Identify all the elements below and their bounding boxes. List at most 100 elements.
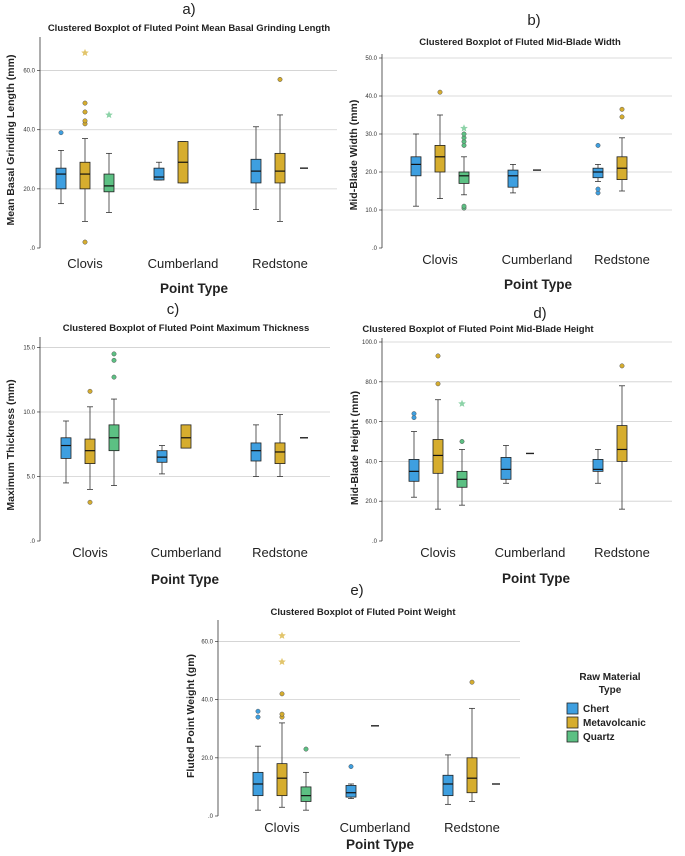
legend-label-chert: Chert <box>583 704 610 715</box>
y-tick-label: 80.0 <box>365 380 377 386</box>
outlier-point-quartz <box>111 351 117 357</box>
box-chert <box>592 459 604 472</box>
legend-label-metavolcanic: Metavolcanic <box>583 718 646 729</box>
box-quartz <box>103 173 115 193</box>
x-category-label: Clovis <box>422 252 458 267</box>
extreme-star-quartz <box>458 399 466 407</box>
panel-d: d) Clustered Boxplot of Fluted Point Mid… <box>349 305 672 586</box>
box-metavolcanic <box>276 763 288 797</box>
box-chert <box>507 169 519 188</box>
panel-b: b) Clustered Boxplot of Fluted Mid-Blade… <box>348 12 672 292</box>
outlier-point-metavolcanic <box>87 388 93 394</box>
box-chert <box>60 437 72 459</box>
legend-swatch-quartz <box>566 730 579 743</box>
x-category-label: Redstone <box>594 252 650 267</box>
box-chert <box>153 167 165 181</box>
legend-title-line1: Raw Material <box>579 672 640 683</box>
panel-b-ylabel: Mid-Blade Width (mm) <box>348 100 360 211</box>
legend-title-line2: Type <box>599 685 622 696</box>
outlier-point-metavolcanic <box>82 109 88 115</box>
outlier-point-chert <box>595 186 601 192</box>
box-chert <box>500 457 512 480</box>
panel-e-ylabel: Fluted Point Weight (gm) <box>185 654 197 778</box>
panel-d-ylabel: Mid-Blade Height (mm) <box>349 391 361 505</box>
outlier-point-metavolcanic <box>435 353 441 359</box>
panel-a-letter: a) <box>182 1 195 18</box>
box-metavolcanic <box>274 442 286 464</box>
extreme-star-metavolcanic <box>81 48 89 57</box>
box-chert <box>592 167 604 179</box>
y-tick-label: .0 <box>372 539 378 545</box>
outlier-point-metavolcanic <box>82 118 88 124</box>
x-category-label: Cumberland <box>151 545 222 560</box>
outlier-point-quartz <box>303 746 309 752</box>
panel-d-plot: .0 20.0 40.0 60.0 80.0 100.0 Clovis Cumberland R… <box>362 338 672 560</box>
box-metavolcanic <box>616 425 628 462</box>
box-metavolcanic <box>180 424 192 449</box>
outlier-point-metavolcanic <box>277 76 283 82</box>
x-category-label: Redstone <box>594 545 650 560</box>
x-category-label: Cumberland <box>495 545 566 560</box>
box-metavolcanic <box>274 152 286 184</box>
x-category-label: Redstone <box>252 256 308 271</box>
outlier-point-metavolcanic <box>619 363 625 369</box>
outlier-point-quartz <box>111 374 117 380</box>
y-tick-label: 5.0 <box>27 474 36 480</box>
y-tick-label: 10.0 <box>365 208 377 214</box>
outlier-point-chert <box>58 130 64 136</box>
panel-a-title: Clustered Boxplot of Fluted Point Mean B… <box>48 23 331 34</box>
outlier-point-metavolcanic <box>437 89 443 95</box>
panel-e-letter: e) <box>350 582 363 599</box>
panel-d-letter: d) <box>533 305 546 322</box>
y-tick-label: 15.0 <box>23 345 35 351</box>
x-category-label: Cumberland <box>502 252 573 267</box>
box-metavolcanic <box>79 161 91 190</box>
y-tick-label: 20.0 <box>365 170 377 176</box>
box-chert <box>156 450 168 463</box>
panel-c-title: Clustered Boxplot of Fluted Point Maximu… <box>63 323 310 334</box>
outlier-point-quartz <box>461 203 467 209</box>
box-metavolcanic <box>84 438 96 464</box>
y-tick-label: 50.0 <box>365 56 377 62</box>
y-tick-label: 30.0 <box>365 132 377 138</box>
panel-c: c) Clustered Boxplot of Fluted Point Max… <box>5 301 330 587</box>
x-category-label: Redstone <box>444 820 500 835</box>
outlier-point-metavolcanic <box>82 100 88 106</box>
panel-d-xlabel: Point Type <box>502 571 570 586</box>
outlier-point-metavolcanic <box>87 499 93 505</box>
y-tick-label: 40.0 <box>365 94 377 100</box>
outlier-point-metavolcanic <box>619 114 625 120</box>
extreme-star-quartz <box>105 110 113 119</box>
y-tick-label: 20.0 <box>23 187 35 193</box>
x-category-label: Clovis <box>264 820 300 835</box>
panel-a-xlabel: Point Type <box>160 281 228 296</box>
panel-e: e) Clustered Boxplot of Fluted Point Wei… <box>185 582 520 852</box>
panel-b-title: Clustered Boxplot of Fluted Mid-Blade Wi… <box>419 37 621 48</box>
extreme-star-quartz <box>460 124 468 132</box>
outlier-point-quartz <box>461 131 467 137</box>
box-chert <box>250 442 262 462</box>
box-quartz <box>300 786 312 802</box>
outlier-point-chert <box>411 411 417 417</box>
panel-d-title: Clustered Boxplot of Fluted Point Mid-Bl… <box>362 324 594 335</box>
outlier-point-chert <box>348 764 354 769</box>
box-chert <box>410 156 422 177</box>
y-tick-label: 60.0 <box>365 420 377 426</box>
x-category-label: Cumberland <box>340 820 411 835</box>
outlier-point-chert <box>255 714 261 720</box>
panel-b-letter: b) <box>527 12 540 29</box>
box-chert <box>55 167 67 190</box>
outlier-point-metavolcanic <box>82 239 88 245</box>
panel-e-title: Clustered Boxplot of Fluted Point Weight <box>270 607 456 618</box>
panel-b-plot: .0 10.0 20.0 30.0 40.0 50.0 Clovis Cumberland Re… <box>365 54 672 267</box>
y-tick-label: 60.0 <box>201 639 213 645</box>
outlier-point-metavolcanic <box>469 679 475 685</box>
outlier-point-chert <box>255 708 261 714</box>
box-chert <box>442 774 454 797</box>
panel-c-letter: c) <box>167 301 180 318</box>
y-tick-label: 40.0 <box>365 459 377 465</box>
x-category-label: Clovis <box>72 545 108 560</box>
y-tick-label: 20.0 <box>201 756 213 762</box>
y-tick-label: .0 <box>208 814 214 820</box>
